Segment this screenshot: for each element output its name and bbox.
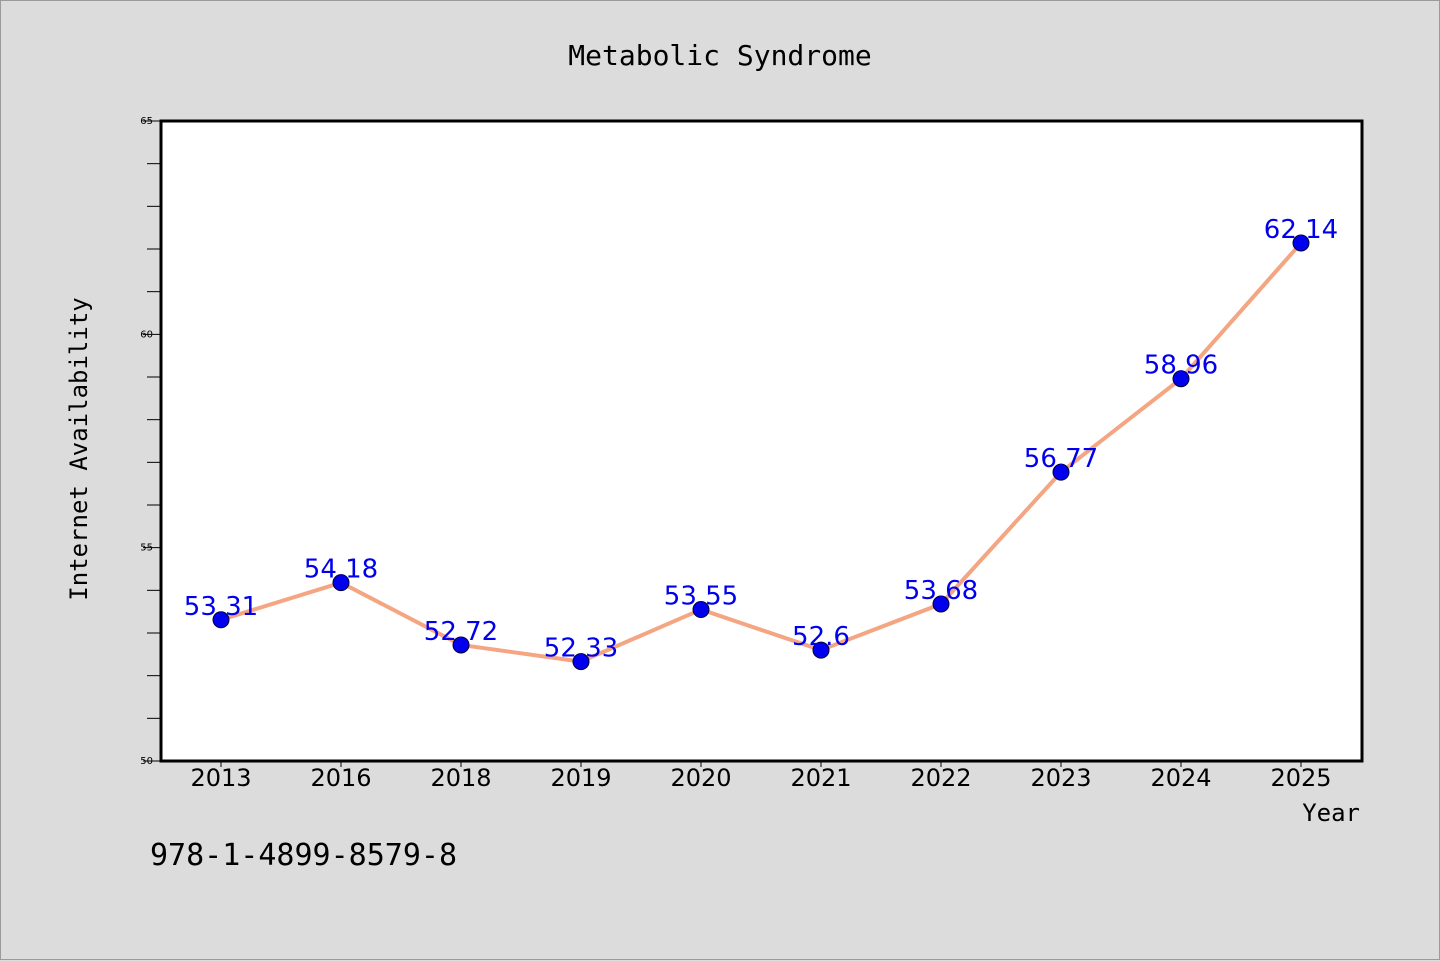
x-tick-label: 2021 (790, 764, 851, 792)
y-axis: 50 55 60 65 (140, 116, 161, 767)
data-point (332, 574, 350, 592)
data-point (932, 595, 950, 613)
data-label: 52.72 (424, 617, 498, 647)
footer-code: 978-1-4899-8579-8 (150, 838, 457, 873)
data-label: 53.31 (184, 592, 258, 622)
plot-area (159, 119, 1364, 763)
data-label: 52.33 (544, 634, 618, 664)
data-label: 52.6 (792, 622, 850, 652)
x-tick-label: 2025 (1270, 764, 1331, 792)
x-tick-label: 2022 (910, 764, 971, 792)
series-group: 53.31 54.18 52.72 52.33 53.55 52.6 53.68 56.77 5… (184, 215, 1338, 671)
data-point (1052, 463, 1070, 481)
y-tick-label: 50 (140, 756, 153, 767)
data-point (692, 601, 710, 619)
x-tick-label: 2024 (1150, 764, 1211, 792)
data-label: 56.77 (1024, 444, 1098, 474)
data-label: 54.18 (304, 555, 378, 585)
data-point (452, 636, 470, 654)
y-tick-label: 60 (140, 329, 153, 340)
data-label: 53.68 (904, 576, 978, 606)
data-label: 53.55 (664, 582, 738, 612)
x-tick-label: 2019 (550, 764, 611, 792)
data-point (572, 653, 590, 671)
chart-title: Metabolic Syndrome (568, 39, 871, 72)
x-tick-label: 2020 (670, 764, 731, 792)
data-label: 58.96 (1144, 351, 1218, 381)
data-point (812, 641, 830, 659)
x-axis: 2013 2016 2018 2019 2020 2021 2022 2023 2024 2025 (190, 761, 1332, 792)
series-line (219, 241, 1303, 664)
x-axis-label: Year (1302, 799, 1360, 827)
x-tick-label: 2016 (310, 764, 371, 792)
y-tick-label: 65 (140, 116, 153, 127)
x-tick-label: 2023 (1030, 764, 1091, 792)
data-point (212, 611, 230, 629)
y-tick-label: 55 (140, 543, 153, 554)
data-label: 62.14 (1264, 215, 1338, 245)
x-tick-label: 2018 (430, 764, 491, 792)
data-point (1292, 234, 1310, 252)
y-axis-label: Internet Availability (65, 297, 93, 600)
data-point (1172, 370, 1190, 388)
x-tick-label: 2013 (190, 764, 251, 792)
